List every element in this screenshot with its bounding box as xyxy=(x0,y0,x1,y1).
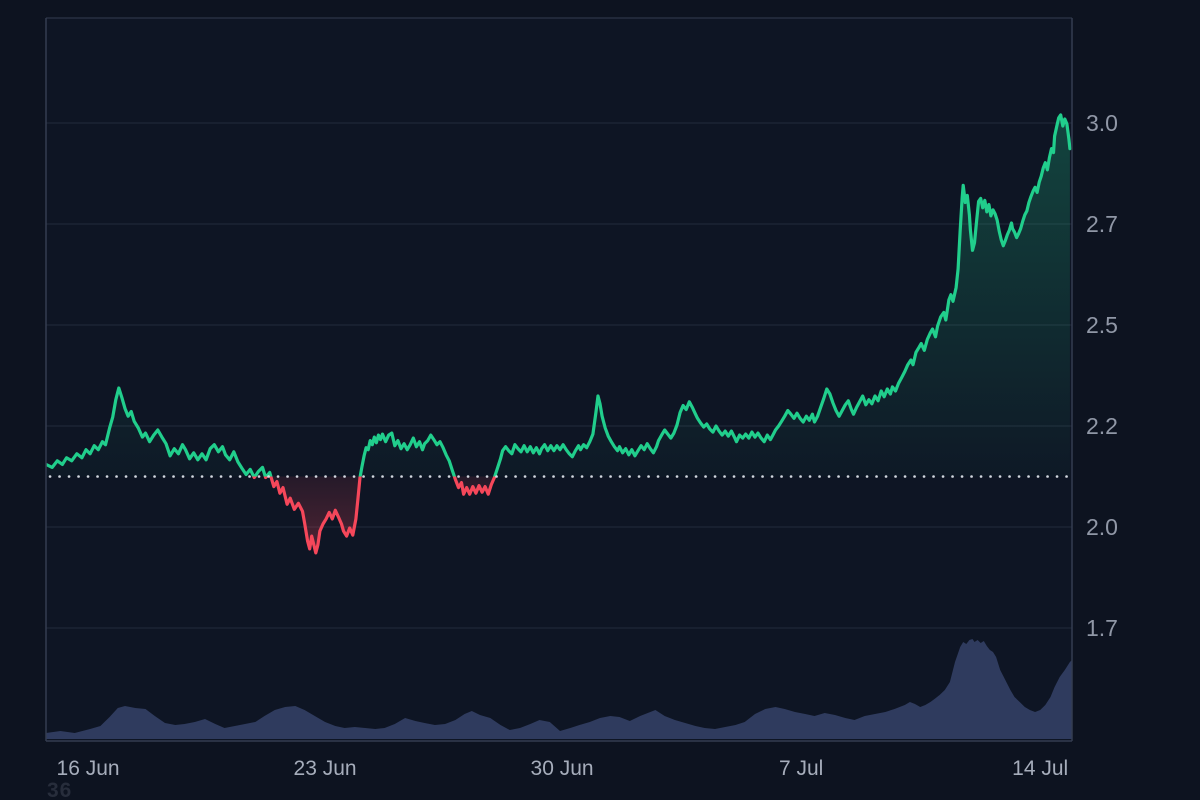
y-axis-label: 2.0 xyxy=(1086,514,1118,540)
price-line-up xyxy=(46,113,1072,477)
x-axis-label: 14 Jul xyxy=(1012,757,1068,780)
x-axis-label: 7 Jul xyxy=(779,757,823,780)
y-axis-label: 2.5 xyxy=(1086,312,1118,338)
x-axis-label: 16 Jun xyxy=(57,757,120,780)
volume-area xyxy=(46,639,1072,739)
y-axis-label: 2.7 xyxy=(1086,211,1118,237)
x-axis-label: 23 Jun xyxy=(294,757,357,780)
y-axis-label: 2.2 xyxy=(1086,413,1118,439)
clipped-footer-text: 36 xyxy=(47,779,73,800)
y-axis-label: 3.0 xyxy=(1086,110,1118,136)
y-axis-label: 1.7 xyxy=(1086,615,1118,641)
price-line-down xyxy=(252,476,497,555)
price-area-below-baseline xyxy=(46,476,1070,553)
x-axis-label: 30 Jun xyxy=(531,757,594,780)
